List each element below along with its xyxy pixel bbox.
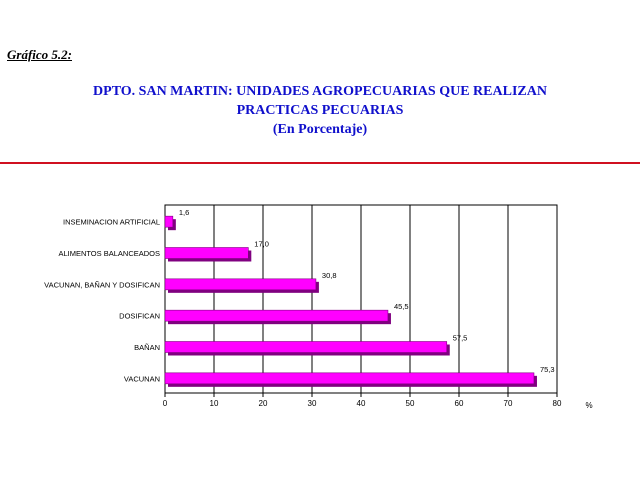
chart-subtitle: (En Porcentaje) <box>272 122 368 137</box>
bar <box>164 215 174 228</box>
x-tick-label: 0 <box>163 399 168 408</box>
bar <box>164 278 317 291</box>
x-tick-label: 20 <box>259 399 268 408</box>
category-label: BAÑAN <box>134 343 160 352</box>
data-label: 30,8 <box>322 271 337 280</box>
chart-title-line-1: DPTO. SAN MARTIN: UNIDADES AGROPECUARIAS… <box>93 84 547 99</box>
category-label: DOSIFICAN <box>119 312 160 321</box>
x-tick-label: 10 <box>210 399 219 408</box>
data-label: 1,6 <box>179 208 189 217</box>
category-label: INSEMINACION ARTIFICIAL <box>63 218 160 227</box>
figure-label: Gráfico 5.2: <box>7 47 72 62</box>
x-tick-label: 30 <box>308 399 317 408</box>
header-divider <box>0 162 640 164</box>
data-label: 17,0 <box>254 240 269 249</box>
data-label: 57,5 <box>453 334 468 343</box>
bar <box>164 372 535 385</box>
chart-title-line-2: PRACTICAS PECUARIAS <box>236 103 404 118</box>
bar <box>164 247 249 259</box>
x-tick-label: 70 <box>504 399 513 408</box>
category-label: VACUNAN, BAÑAN Y DOSIFICAN <box>44 280 160 289</box>
bar <box>164 309 389 322</box>
x-tick-label: 60 <box>455 399 464 408</box>
data-label: 75,3 <box>540 365 555 374</box>
x-tick-label: 80 <box>553 399 562 408</box>
bar <box>164 341 448 353</box>
category-label: VACUNAN <box>124 374 160 383</box>
data-label: 45,5 <box>394 302 409 311</box>
x-unit-label: % <box>585 401 592 410</box>
x-tick-label: 40 <box>357 399 366 408</box>
x-tick-label: 50 <box>406 399 415 408</box>
category-label: ALIMENTOS BALANCEADOS <box>58 249 160 258</box>
